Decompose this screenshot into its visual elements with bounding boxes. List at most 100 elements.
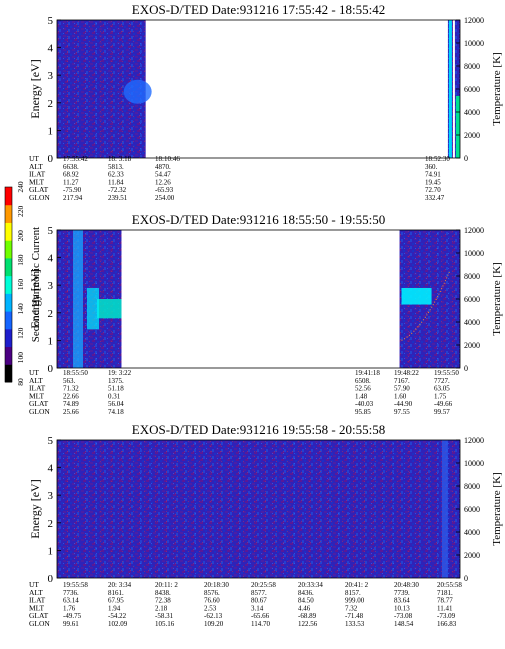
orbit-value: 563. [63,377,76,385]
orbit-value: 20:18:30 [204,581,229,589]
colorbar-tick: 120 [16,327,25,339]
plasma-band [97,299,122,319]
orbit-row-label: ALT [29,588,43,597]
orbit-value: 11.84 [108,178,124,186]
orbit-value: 20:33:34 [298,581,323,589]
orbit-value: 217.94 [63,194,83,202]
ytick-left-label: 0 [48,153,54,165]
ytick-left-label: 0 [48,363,54,375]
orbit-value: 7.32 [345,604,358,612]
orbit-value: 19:41:18 [355,369,380,377]
orbit-value: -65.93 [155,186,174,194]
orbit-value: 18: 3:18 [108,155,132,163]
orbit-value: 239.51 [108,194,128,202]
orbit-row-label: GLON [29,619,50,628]
orbit-value: 71.32 [63,385,79,393]
orbit-value: 4870. [155,163,171,171]
colorbar-tick: 160 [16,279,25,291]
orbit-value: 54.47 [155,171,171,179]
orbit-value: 6638. [63,163,79,171]
orbit-value: 1.75 [434,392,447,400]
orbit-value: 22.66 [63,392,79,400]
orbit-value: 5813. [108,163,124,171]
panel-1: EXOS-D/TED Date:931216 17:55:42 - 18:55:… [28,2,503,202]
orbit-value: 1.48 [355,392,368,400]
ytick-right-label: 8000 [464,482,480,491]
ytick-right-label: 6000 [464,295,480,304]
orbit-value: 51.18 [108,385,124,393]
orbit-table: UTALTILATMLTGLATGLON19:55:587736.63.141.… [29,580,462,628]
panel-title: EXOS-D/TED Date:931216 17:55:42 - 18:55:… [132,2,385,17]
colorbar-swatch [5,187,12,206]
orbit-value: 8436. [298,589,314,597]
orbit-value: 17:55:42 [63,155,88,163]
orbit-row-label: GLAT [29,611,49,620]
orbit-value: 20: 3:34 [108,581,132,589]
ytick-right-label: 0 [464,364,468,373]
orbit-value: -71.48 [345,612,364,620]
orbit-value: 56.04 [108,400,124,408]
ytick-right-label: 2000 [464,131,480,140]
orbit-value: 78.77 [437,597,453,605]
orbit-value: 2.53 [204,604,217,612]
orbit-value: 80.67 [251,597,267,605]
orbit-row-label: ILAT [29,596,46,605]
colorbar-swatch [5,346,12,365]
orbit-value: -49.66 [434,400,453,408]
orbit-value: 99.57 [434,408,450,416]
colorbar-swatch [5,240,12,259]
spectrogram-block [57,440,460,578]
orbit-value: 20:11: 2 [155,581,178,589]
orbit-row-label: ILAT [29,170,46,179]
colorbar-tick: 100 [16,352,25,364]
orbit-value: 95.85 [355,408,371,416]
plasma-band-edge [87,287,99,330]
temperature-trace [401,271,451,341]
orbit-row-label: UT [29,154,39,163]
orbit-value: 76.60 [204,597,220,605]
orbit-value: 1.60 [394,392,407,400]
orbit-value: -49.75 [63,612,82,620]
ytick-right-label: 4000 [464,108,480,117]
orbit-row-label: UT [29,368,39,377]
orbit-value: 20:25:58 [251,581,276,589]
orbit-row-label: UT [29,580,39,589]
ytick-left-label: 5 [48,15,54,27]
orbit-value: -40.03 [355,400,374,408]
colorbar-tick: 220 [16,206,25,218]
orbit-value: 19:55:50 [434,369,459,377]
ylabel-left: Energy [eV] [28,479,42,538]
colorbar-swatch [5,222,12,241]
ytick-left-label: 4 [48,463,54,475]
orbit-value: 8577. [251,589,267,597]
colorbar-swatch [5,257,12,277]
orbit-value: 84.50 [298,597,314,605]
colorbar-swatch [5,293,12,312]
ytick-left-label: 1 [48,335,54,347]
orbit-value: 360. [425,163,438,171]
orbit-value: 7181. [437,589,453,597]
orbit-row-label: GLON [29,407,50,416]
orbit-value: 97.55 [394,408,410,416]
orbit-value: 19: 3:22 [108,369,132,377]
ytick-right-label: 10000 [464,249,484,258]
orbit-value: 19.45 [425,178,441,186]
orbit-value: -62.13 [204,612,223,620]
orbit-value: 20:41: 2 [345,581,369,589]
orbit-value: 63.05 [434,385,450,393]
orbit-value: 72.70 [425,186,441,194]
ytick-right-label: 4000 [464,528,480,537]
orbit-value: 7736. [63,589,79,597]
orbit-value: 254.00 [155,194,175,202]
orbit-value: 52.56 [355,385,371,393]
ytick-right-label: 10000 [464,39,484,48]
ytick-left-label: 4 [48,253,54,265]
panel-2: EXOS-D/TED Date:931216 18:55:50 - 19:55:… [28,212,503,416]
ytick-right-label: 6000 [464,85,480,94]
ytick-left-label: 3 [48,280,54,292]
orbit-value: 68.92 [63,171,79,179]
orbit-value: 7739. [394,589,410,597]
ytick-left-label: 5 [48,225,54,237]
panel-title: EXOS-D/TED Date:931216 19:55:58 - 20:55:… [132,422,385,437]
orbit-value: 83.64 [394,597,410,605]
